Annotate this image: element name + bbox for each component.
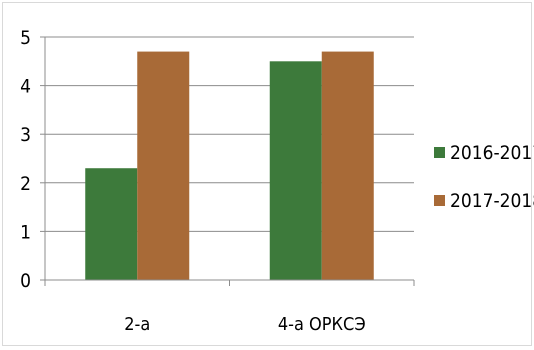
axes: [40, 36, 415, 286]
y-tick-label: 2: [20, 173, 31, 195]
legend-label-1: 2016-2017: [450, 142, 534, 164]
y-tick-label: 5: [20, 27, 31, 49]
x-tick-label: 4-а ОРКСЭ: [278, 314, 366, 335]
bars: [85, 51, 374, 280]
y-tick-label: 0: [20, 270, 31, 292]
bar-1-2: [269, 61, 322, 280]
y-tick-label: 4: [20, 76, 31, 98]
y-tick-label: 3: [20, 124, 31, 146]
tick-labels: 0 1 2 3 4 5 2-а 4-а ОРКСЭ: [20, 27, 366, 335]
x-tick-label: 2-а: [124, 314, 150, 335]
legend-swatch-2: [434, 195, 445, 206]
legend-swatch-1: [434, 147, 445, 158]
legend-label-2: 2017-2018: [450, 190, 534, 212]
legend: 2016-2017 2017-2018: [434, 142, 534, 212]
bar-2-1: [137, 51, 190, 280]
y-tick-label: 1: [20, 221, 31, 243]
bar-1-1: [85, 168, 138, 280]
bar-2-2: [321, 51, 374, 280]
